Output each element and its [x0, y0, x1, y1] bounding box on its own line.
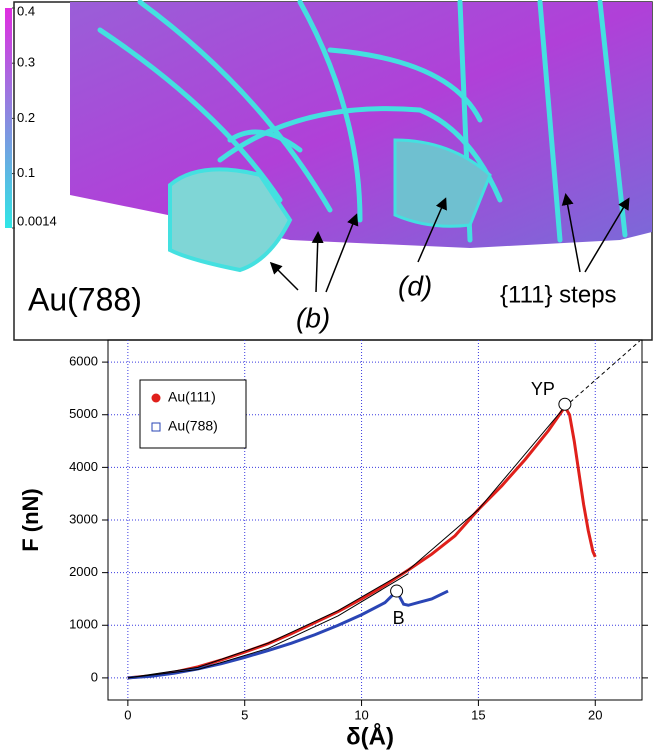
- legend-label: Au(111): [168, 389, 216, 405]
- colorbar-tick-label: 0.0014: [17, 213, 57, 228]
- legend-marker: [151, 422, 161, 432]
- x-axis-label: δ(Å): [346, 722, 394, 750]
- x-tick-label: 15: [471, 707, 485, 722]
- data-line: [127, 404, 597, 680]
- colorbar-tick-label: 0.1: [17, 165, 35, 180]
- colorbar-tick-label: 0.3: [17, 55, 35, 70]
- y-tick-label: 6000: [69, 354, 98, 369]
- annotation-label: B: [393, 608, 405, 628]
- fit-line: [564, 340, 640, 408]
- sample-label: Au(788): [28, 281, 142, 317]
- fit-line: [127, 573, 409, 679]
- y-tick-label: 3000: [69, 511, 98, 526]
- colorbar-tick-label: 0.2: [17, 110, 35, 125]
- y-tick-label: 1000: [69, 617, 98, 632]
- colorbar-ticks: 0.4 0.3 0.2 0.1 0.0014: [12, 3, 57, 229]
- legend-label: Au(788): [168, 418, 218, 434]
- x-tick-label: 5: [241, 707, 248, 722]
- label-d: (d): [398, 270, 432, 301]
- y-tick-label: 4000: [69, 459, 98, 474]
- prismatic-loop: [168, 167, 293, 273]
- loop-d: [393, 138, 492, 228]
- y-tick-label: 0: [91, 669, 98, 684]
- colorbar: [5, 8, 12, 228]
- y-tick-label: 2000: [69, 564, 98, 579]
- legend-box: [139, 379, 247, 449]
- colorbar-tick-label: 0.4: [17, 3, 35, 18]
- y-tick-label: 5000: [69, 406, 98, 421]
- chart: F (nN) δ(Å) 0 1000 2000 3000 4000 5000 6000 0 5 1…: [18, 339, 648, 750]
- steps-label: {111} steps: [500, 281, 617, 308]
- legend-marker: [151, 393, 161, 403]
- arrows: [269, 193, 630, 293]
- annotation-marker: [390, 584, 404, 598]
- annotation-label: YP: [531, 379, 555, 399]
- fit-line: [127, 406, 566, 679]
- y-axis-label: F (nN): [18, 488, 43, 552]
- image-panel: 0.4 0.3 0.2 0.1 0.0014 Au(788) (b) (d) {111}…: [5, 0, 653, 341]
- label-b: (b): [296, 302, 330, 333]
- annotation-marker: [558, 397, 572, 411]
- x-tick-label: 10: [354, 707, 368, 722]
- x-tick-label: 0: [124, 707, 131, 722]
- x-tick-label: 20: [588, 707, 602, 722]
